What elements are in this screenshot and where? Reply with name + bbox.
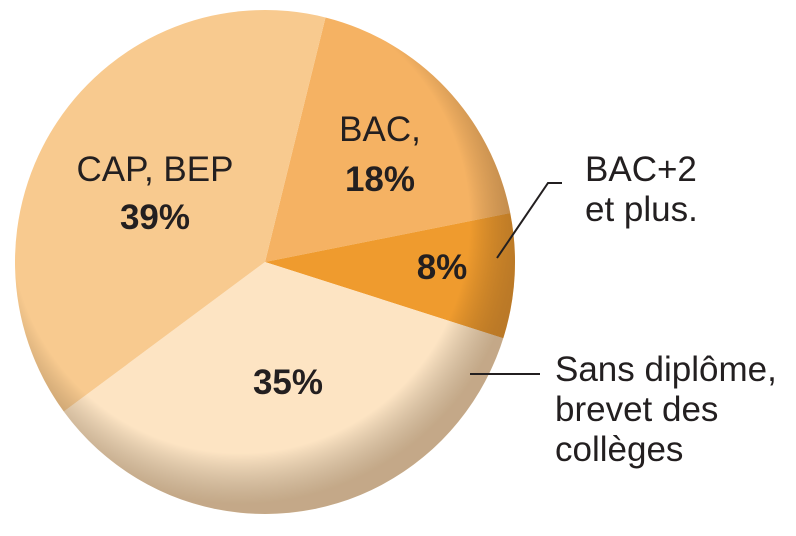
slice-label: BAC+2 et plus. [585,150,698,229]
leader-line [496,182,562,259]
slice-label: Sans diplôme, brevet des collèges [555,350,777,469]
percent-label: 39% [119,198,191,237]
slice-label: CAP, BEP [76,150,234,189]
pie-shading [15,10,515,514]
slice-label: BAC, [339,110,421,149]
percent-label: 18% [344,160,416,199]
percent-label: 8% [416,248,468,287]
percent-label: 35% [252,363,324,402]
